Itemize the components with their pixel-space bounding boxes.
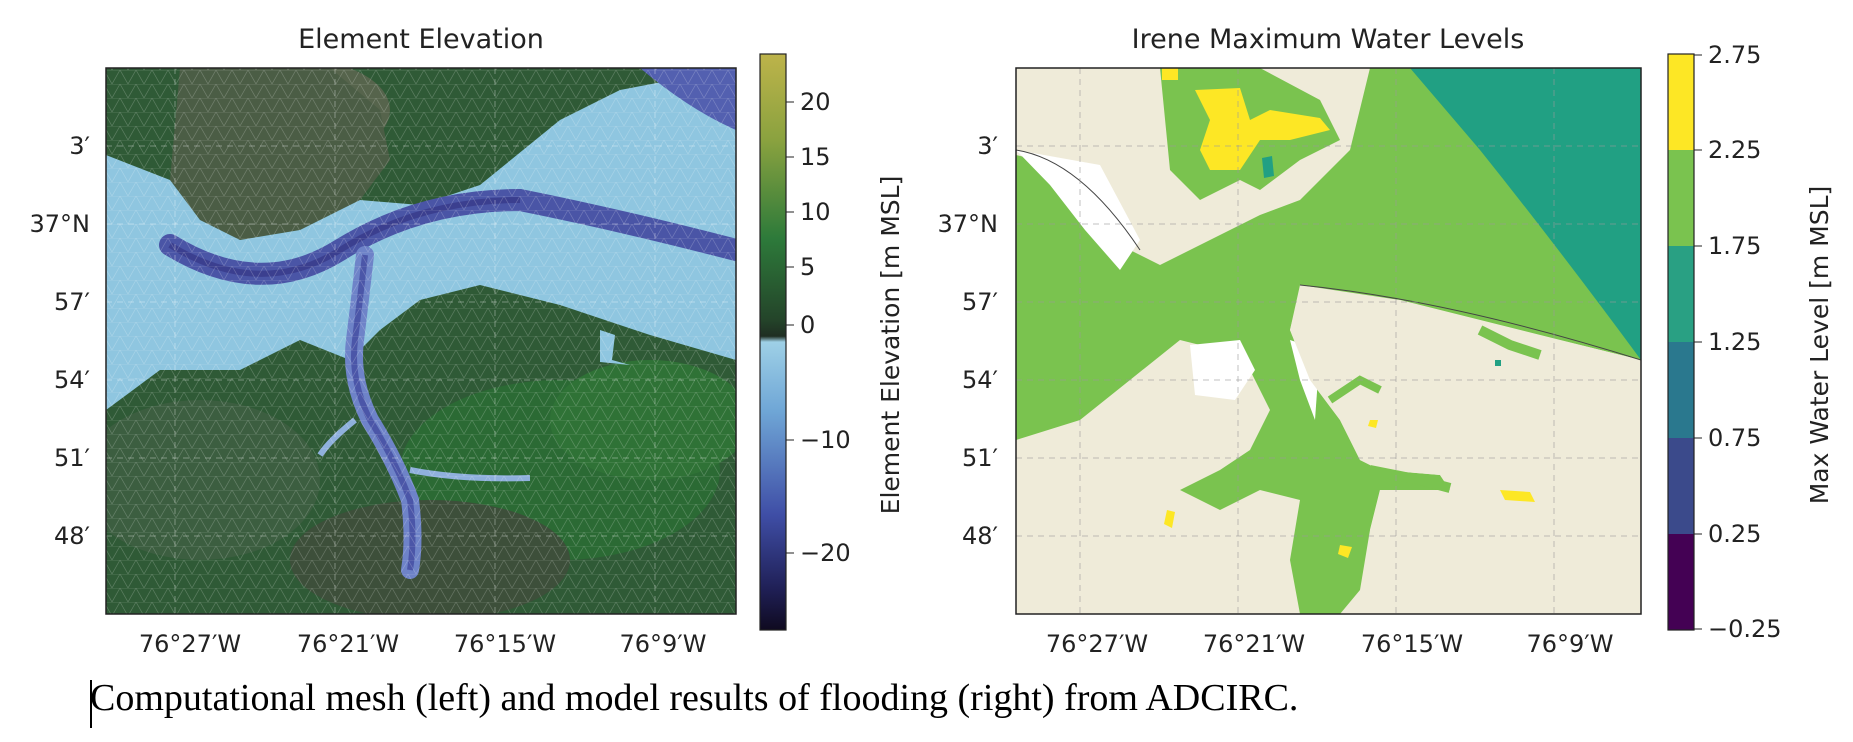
right-lon-ticks: 76°27′W 76°21′W 76°15′W 76°9′W bbox=[1046, 630, 1614, 658]
right-frame bbox=[1015, 67, 1642, 615]
cbar-tick: 2.75 bbox=[1708, 41, 1761, 69]
water-level-map bbox=[1016, 68, 1641, 614]
left-title: Element Elevation bbox=[298, 24, 544, 55]
cbar-tick: 2.25 bbox=[1708, 136, 1761, 164]
water-level-colorbar-label: Max Water Level [m MSL] bbox=[1805, 186, 1834, 505]
water-level-colorbar-ticks: 2.75 2.25 1.75 1.25 0.75 0.25 −0.25 bbox=[1694, 41, 1782, 643]
elevation-map bbox=[106, 68, 736, 614]
cbar-tick: 10 bbox=[800, 198, 831, 226]
text-cursor bbox=[90, 680, 92, 728]
left-lat-ticks: 3′ 37°N 57′ 54′ 51′ 48′ bbox=[30, 132, 91, 550]
cbar-tick: 5 bbox=[800, 253, 815, 281]
lat-tick: 48′ bbox=[54, 522, 90, 550]
lon-tick: 76°27′W bbox=[1046, 630, 1148, 658]
lat-tick: 3′ bbox=[977, 132, 998, 160]
lat-tick: 3′ bbox=[69, 132, 90, 160]
left-frame bbox=[105, 67, 737, 615]
elevation-colorbar-ticks: 20 15 10 5 0 −10 −20 bbox=[786, 88, 851, 567]
lat-tick: 54′ bbox=[962, 366, 998, 394]
lon-tick: 76°9′W bbox=[1527, 630, 1614, 658]
cbar-tick: 0 bbox=[800, 311, 815, 339]
lat-tick: 48′ bbox=[962, 522, 998, 550]
lat-tick: 51′ bbox=[962, 444, 998, 472]
lat-tick: 57′ bbox=[962, 288, 998, 316]
lat-tick: 51′ bbox=[54, 444, 90, 472]
lon-tick: 76°15′W bbox=[454, 630, 556, 658]
figure-caption: Computational mesh (left) and model resu… bbox=[90, 677, 1299, 719]
lon-tick: 76°21′W bbox=[297, 630, 399, 658]
cbar-tick: 1.25 bbox=[1708, 328, 1761, 356]
cbar-tick: 20 bbox=[800, 88, 831, 116]
cbar-tick: −20 bbox=[800, 539, 851, 567]
left-lon-ticks: 76°27′W 76°21′W 76°15′W 76°9′W bbox=[139, 630, 707, 658]
cbar-tick: 0.25 bbox=[1708, 520, 1761, 548]
lat-tick: 57′ bbox=[54, 288, 90, 316]
lat-tick: 37°N bbox=[938, 210, 999, 238]
lon-tick: 76°9′W bbox=[620, 630, 707, 658]
elevation-colorbar-label: Element Elevation [m MSL] bbox=[876, 176, 905, 515]
lon-tick: 76°15′W bbox=[1361, 630, 1463, 658]
water-level-colorbar bbox=[1667, 53, 1695, 631]
right-title: Irene Maximum Water Levels bbox=[1132, 24, 1525, 55]
right-lat-ticks: 3′ 37°N 57′ 54′ 51′ 48′ bbox=[938, 132, 999, 550]
cbar-tick: −10 bbox=[800, 426, 851, 454]
elevation-colorbar bbox=[759, 53, 787, 631]
cbar-tick: 15 bbox=[800, 143, 831, 171]
cbar-tick: 1.75 bbox=[1708, 232, 1761, 260]
cbar-tick: 0.75 bbox=[1708, 424, 1761, 452]
lat-tick: 37°N bbox=[30, 210, 91, 238]
lon-tick: 76°27′W bbox=[139, 630, 241, 658]
lon-tick: 76°21′W bbox=[1203, 630, 1305, 658]
lat-tick: 54′ bbox=[54, 366, 90, 394]
cbar-tick: −0.25 bbox=[1708, 615, 1782, 643]
